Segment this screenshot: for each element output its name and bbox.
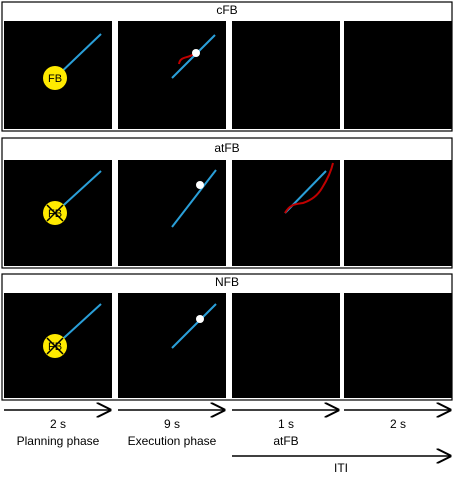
cursor (196, 181, 204, 189)
condition-panel: NFB FB (1, 273, 453, 401)
phase-label: Planning phase (17, 434, 100, 448)
duration: 2 s (50, 417, 66, 431)
condition-panel: cFB FB (1, 1, 453, 132)
screen (344, 160, 452, 266)
fb-label: FB (48, 73, 62, 85)
target-line (171, 303, 217, 349)
phase-label: Execution phase (128, 434, 217, 448)
duration: 2 s (390, 417, 406, 431)
phase-label: atFB (273, 434, 298, 448)
panel-title: NFB (215, 275, 239, 289)
cursor (192, 49, 200, 57)
timeline: 2 s Planning phase 9 s Execution phase 1… (4, 410, 450, 475)
cross (46, 337, 64, 355)
screen (118, 21, 226, 129)
fb-icon (43, 66, 67, 90)
duration: 9 s (164, 417, 180, 431)
screen (118, 160, 226, 266)
duration: 1 s (278, 417, 294, 431)
cross (46, 204, 64, 222)
screen (232, 21, 340, 129)
cursor (196, 315, 204, 323)
target-line (171, 34, 216, 79)
target-line (171, 169, 217, 228)
panel-title: atFB (214, 141, 239, 155)
trajectory (284, 162, 334, 214)
screen (344, 21, 452, 129)
screen (344, 293, 452, 398)
panel-title: cFB (216, 3, 237, 17)
screen (118, 293, 226, 398)
screen (232, 293, 340, 398)
iti-label: ITI (334, 461, 348, 475)
condition-panel: atFB FB (1, 137, 453, 269)
